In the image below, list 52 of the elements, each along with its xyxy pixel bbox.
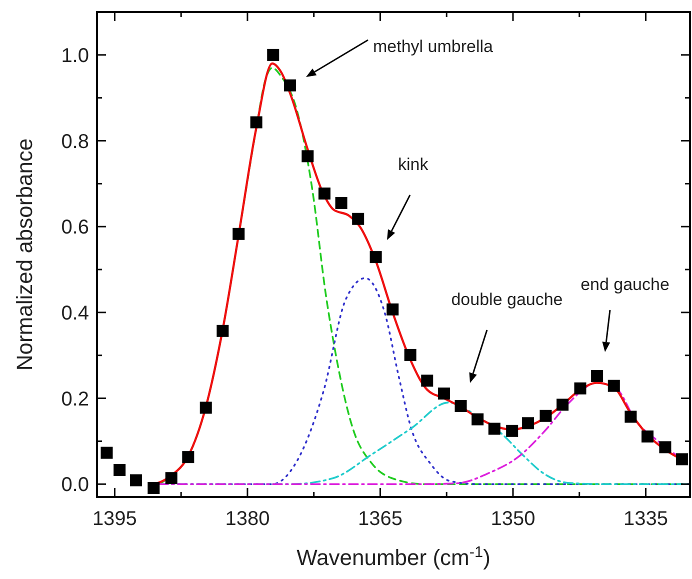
point (540, 410, 552, 422)
y-tick-label: 1.0 (61, 44, 89, 67)
point (335, 196, 348, 209)
point (352, 212, 364, 225)
y-tick-label: 0.8 (61, 130, 89, 153)
point (114, 464, 126, 476)
point (165, 472, 178, 484)
point (250, 116, 262, 128)
point (454, 400, 467, 412)
y-tick-label: 0.4 (61, 302, 89, 324)
point (284, 79, 296, 92)
point (522, 417, 534, 430)
point (318, 188, 330, 200)
x-tick-label: 1395 (92, 508, 137, 530)
point (472, 413, 484, 426)
point (182, 451, 194, 464)
point (506, 424, 518, 437)
point (556, 398, 569, 411)
point (302, 150, 314, 162)
point (370, 251, 382, 264)
point (642, 430, 654, 442)
y-tick-label: 0.2 (61, 388, 89, 410)
point (148, 482, 160, 494)
annotation: methyl umbrella (373, 37, 494, 56)
point (404, 348, 416, 361)
y-axis-title: Normalized absorbance (12, 138, 37, 371)
point (421, 374, 434, 387)
point (488, 422, 500, 435)
point (608, 380, 620, 392)
point (438, 388, 450, 400)
annotation: kink (398, 155, 429, 174)
x-tick-label: 1365 (358, 508, 402, 530)
point (659, 441, 672, 454)
point (232, 228, 245, 240)
point (624, 410, 637, 423)
point (130, 474, 142, 486)
x-axis-title: Wavenumber (cm$^{-1}$) (296, 544, 490, 570)
y-tick-label: 0.0 (61, 474, 89, 496)
y-tick-label: 0.6 (61, 216, 89, 239)
point (216, 324, 229, 337)
x-tick-label: 1350 (490, 508, 536, 530)
point (386, 303, 399, 316)
x-tick-label: 1335 (623, 508, 668, 530)
point (676, 453, 688, 466)
x-tick-label: 1380 (225, 508, 270, 530)
annotation: double gauche (451, 290, 563, 309)
point (267, 48, 280, 61)
point (100, 446, 113, 459)
point (574, 382, 586, 394)
annotation: end gauche (580, 275, 670, 294)
point (591, 370, 604, 382)
point (200, 402, 212, 414)
